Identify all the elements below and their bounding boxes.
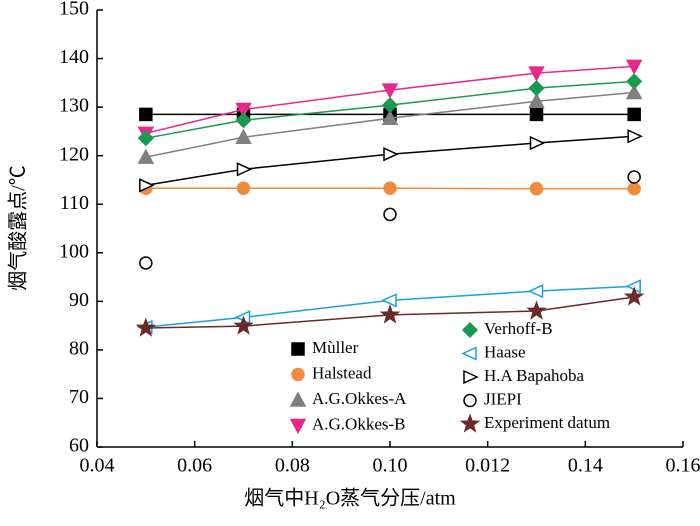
marker	[137, 148, 155, 164]
y-tick-label: 90	[69, 289, 89, 311]
marker	[627, 181, 641, 196]
y-tick-label: 140	[59, 46, 89, 68]
legend-marker	[463, 369, 479, 385]
legend-label: A.G.Okkes-A	[312, 389, 407, 408]
marker	[627, 107, 641, 122]
marker	[627, 170, 641, 184]
legend-label: H.A Bapahoba	[484, 366, 585, 385]
legend-marker	[291, 342, 305, 356]
legend-label: Haase	[484, 342, 526, 361]
x-tick-label: 0.16	[666, 455, 700, 477]
legend-marker	[463, 393, 477, 408]
marker	[235, 112, 252, 129]
marker	[381, 83, 399, 99]
legend-label: Mùller	[312, 338, 359, 357]
x-tick-label: 0.14	[568, 455, 603, 477]
marker	[233, 315, 254, 335]
marker	[383, 181, 397, 195]
legend-label: Verhoff-B	[484, 319, 553, 338]
marker	[381, 97, 399, 114]
marker	[527, 283, 544, 299]
marker	[139, 178, 155, 193]
legend-label: JIEPI	[484, 389, 522, 408]
y-tick-label: 60	[69, 435, 89, 457]
marker	[139, 256, 153, 270]
marker	[383, 147, 399, 162]
marker	[529, 135, 546, 151]
marker	[528, 92, 545, 109]
marker	[627, 129, 643, 144]
legend-marker	[289, 391, 307, 407]
legend-marker	[291, 367, 305, 382]
marker	[528, 66, 545, 82]
x-tick-label: 0.04	[80, 455, 115, 477]
legend-marker	[461, 321, 479, 339]
marker	[137, 130, 154, 147]
marker	[381, 109, 399, 126]
x-tick-label: 0.10	[373, 455, 408, 477]
x-axis-label: 烟气中H₂O蒸气分压/atm	[244, 487, 456, 510]
marker	[526, 300, 547, 320]
marker	[379, 304, 401, 324]
y-tick-label: 120	[59, 143, 89, 165]
legend-marker	[459, 413, 481, 433]
marker	[623, 286, 645, 306]
marker	[528, 80, 545, 97]
y-tick-label: 70	[69, 386, 89, 408]
marker	[135, 317, 157, 337]
marker	[139, 107, 153, 122]
y-tick-label: 150	[59, 0, 89, 20]
marker	[236, 181, 251, 195]
marker	[236, 162, 253, 177]
y-axis-label: 烟气酸露点/℃	[7, 165, 30, 291]
series-line	[145, 135, 635, 187]
legend-marker	[289, 418, 307, 435]
y-tick-label: 80	[69, 337, 89, 359]
x-tick-label: 0.08	[275, 455, 310, 477]
y-tick-label: 100	[59, 240, 89, 262]
marker	[381, 293, 397, 308]
legend-marker	[461, 346, 477, 361]
marker	[235, 102, 252, 119]
legend-label: Experiment datum	[484, 413, 610, 432]
y-tick-label: 130	[59, 95, 89, 117]
marker	[625, 59, 643, 75]
legend-label: Halstead	[312, 363, 372, 382]
legend-label: A.G.Okkes-B	[312, 414, 406, 433]
marker	[235, 128, 252, 144]
marker	[626, 73, 643, 90]
x-tick-label: 0.012	[465, 455, 510, 477]
marker	[529, 181, 544, 196]
marker	[383, 207, 397, 222]
marker	[529, 107, 544, 122]
y-tick-label: 110	[60, 192, 89, 214]
x-tick-label: 0.06	[177, 455, 212, 477]
marker	[625, 83, 643, 100]
